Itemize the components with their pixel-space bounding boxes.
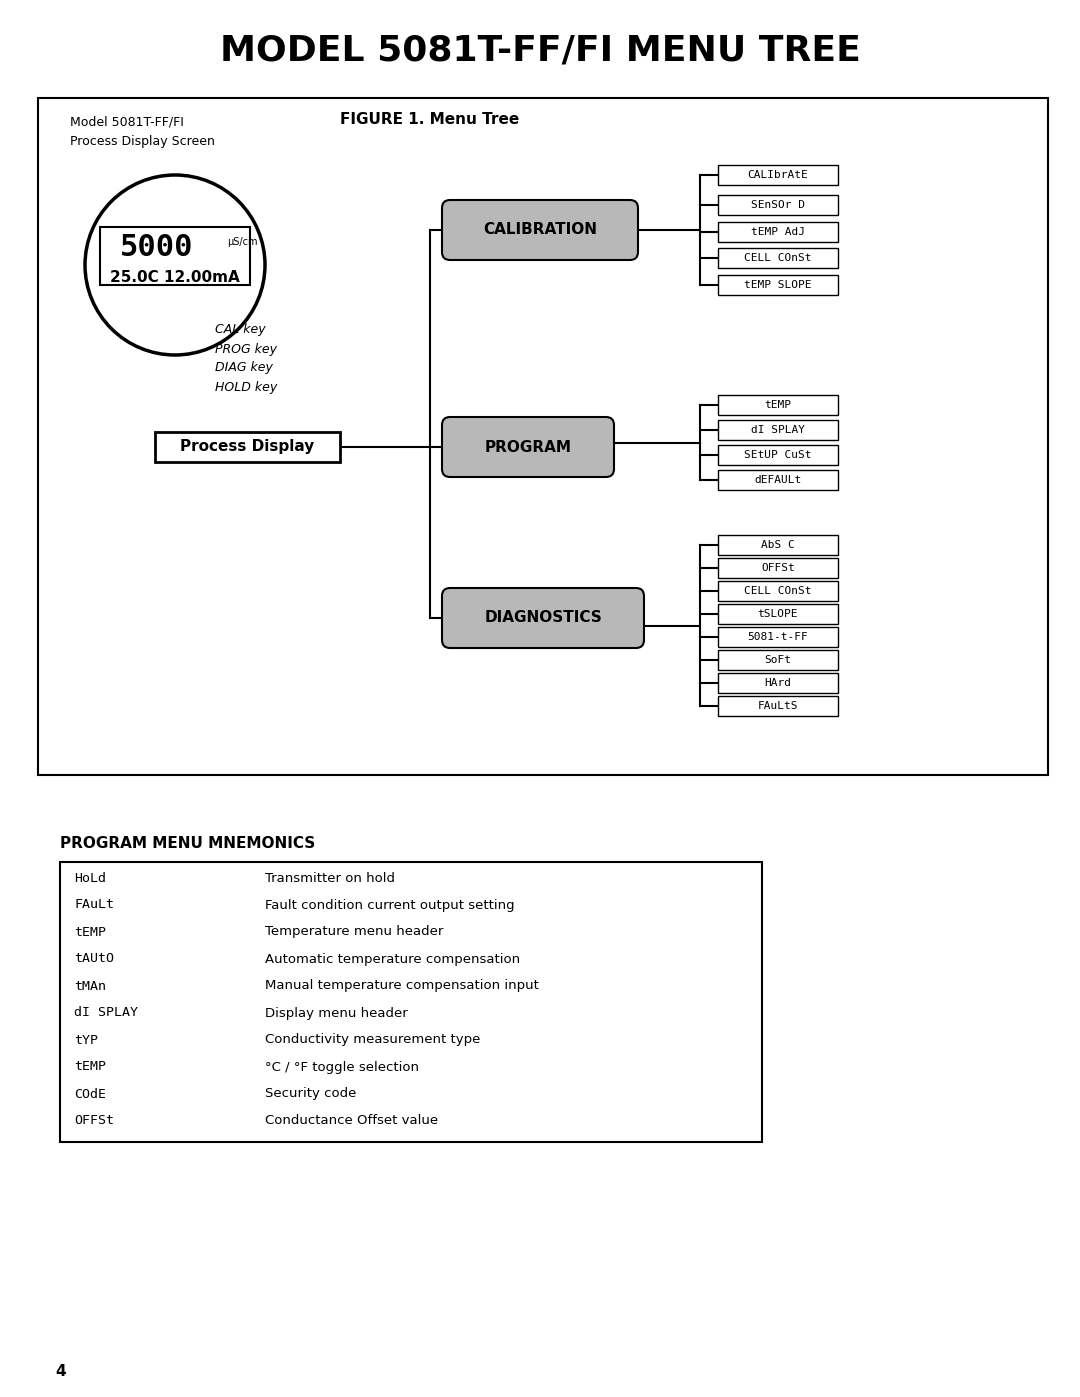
Text: PROGRAM MENU MNEMONICS: PROGRAM MENU MNEMONICS xyxy=(60,835,315,851)
Text: DIAGNOSTICS: DIAGNOSTICS xyxy=(484,610,602,626)
FancyBboxPatch shape xyxy=(718,395,838,415)
Text: Process Display Screen: Process Display Screen xyxy=(70,134,215,148)
Text: Automatic temperature compensation: Automatic temperature compensation xyxy=(265,953,521,965)
Text: Model 5081T-FF/FI: Model 5081T-FF/FI xyxy=(70,116,184,129)
FancyBboxPatch shape xyxy=(100,226,249,285)
Text: Conductivity measurement type: Conductivity measurement type xyxy=(265,1034,481,1046)
Text: Manual temperature compensation input: Manual temperature compensation input xyxy=(265,979,539,992)
Text: DIAG key: DIAG key xyxy=(215,362,273,374)
Text: SEnSOr D: SEnSOr D xyxy=(751,200,805,210)
FancyBboxPatch shape xyxy=(718,275,838,295)
Text: PROG key: PROG key xyxy=(215,342,276,355)
Text: HOLD key: HOLD key xyxy=(215,380,278,394)
Text: Transmitter on hold: Transmitter on hold xyxy=(265,872,395,884)
FancyBboxPatch shape xyxy=(718,222,838,242)
Text: dEFAULt: dEFAULt xyxy=(754,475,801,485)
Text: COdE: COdE xyxy=(75,1087,106,1101)
Text: 4: 4 xyxy=(55,1365,66,1379)
Text: Conductance Offset value: Conductance Offset value xyxy=(265,1115,438,1127)
Text: SEtUP CuSt: SEtUP CuSt xyxy=(744,450,812,460)
FancyBboxPatch shape xyxy=(718,557,838,578)
Text: tSLOPE: tSLOPE xyxy=(758,609,798,619)
Text: tYP: tYP xyxy=(75,1034,98,1046)
FancyBboxPatch shape xyxy=(718,420,838,440)
Text: CELL COnSt: CELL COnSt xyxy=(744,253,812,263)
FancyBboxPatch shape xyxy=(718,673,838,693)
Text: FAuLt: FAuLt xyxy=(75,898,114,911)
Text: PROGRAM: PROGRAM xyxy=(485,440,571,454)
Text: CAL key: CAL key xyxy=(215,324,266,337)
Text: 25.0C 12.00mA: 25.0C 12.00mA xyxy=(110,270,240,285)
Text: OFFSt: OFFSt xyxy=(75,1115,114,1127)
FancyBboxPatch shape xyxy=(442,416,615,476)
Text: tEMP AdJ: tEMP AdJ xyxy=(751,226,805,237)
Text: Fault condition current output setting: Fault condition current output setting xyxy=(265,898,515,911)
Text: CELL COnSt: CELL COnSt xyxy=(744,585,812,597)
Text: dI SPLAY: dI SPLAY xyxy=(75,1006,138,1020)
Text: FIGURE 1. Menu Tree: FIGURE 1. Menu Tree xyxy=(340,113,519,127)
FancyBboxPatch shape xyxy=(718,581,838,601)
FancyBboxPatch shape xyxy=(442,588,644,648)
Text: 5081-t-FF: 5081-t-FF xyxy=(747,631,808,643)
Text: OFFSt: OFFSt xyxy=(761,563,795,573)
Text: Process Display: Process Display xyxy=(180,440,314,454)
FancyBboxPatch shape xyxy=(718,650,838,671)
Text: tEMP: tEMP xyxy=(75,925,106,939)
FancyBboxPatch shape xyxy=(38,98,1048,775)
Text: SoFt: SoFt xyxy=(765,655,792,665)
Text: 5000: 5000 xyxy=(120,232,193,261)
Text: HoLd: HoLd xyxy=(75,872,106,884)
Text: CALIBRATION: CALIBRATION xyxy=(483,222,597,237)
Text: AbS C: AbS C xyxy=(761,541,795,550)
Text: μS/cm: μS/cm xyxy=(227,237,257,247)
Text: tEMP: tEMP xyxy=(75,1060,106,1073)
Text: tEMP: tEMP xyxy=(765,400,792,409)
FancyBboxPatch shape xyxy=(718,249,838,268)
Text: CALIbrAtE: CALIbrAtE xyxy=(747,170,808,180)
Text: Display menu header: Display menu header xyxy=(265,1006,408,1020)
FancyBboxPatch shape xyxy=(718,535,838,555)
FancyBboxPatch shape xyxy=(718,165,838,184)
FancyBboxPatch shape xyxy=(718,604,838,624)
Text: tEMP SLOPE: tEMP SLOPE xyxy=(744,279,812,291)
FancyBboxPatch shape xyxy=(156,432,340,462)
Text: dI SPLAY: dI SPLAY xyxy=(751,425,805,434)
FancyBboxPatch shape xyxy=(718,469,838,490)
Text: HArd: HArd xyxy=(765,678,792,687)
Text: Temperature menu header: Temperature menu header xyxy=(265,925,444,939)
Text: Security code: Security code xyxy=(265,1087,356,1101)
FancyBboxPatch shape xyxy=(60,862,762,1141)
FancyBboxPatch shape xyxy=(718,446,838,465)
Text: FAuLtS: FAuLtS xyxy=(758,701,798,711)
Text: MODEL 5081T-FF/FI MENU TREE: MODEL 5081T-FF/FI MENU TREE xyxy=(219,34,861,67)
Text: tMAn: tMAn xyxy=(75,979,106,992)
Text: °C / °F toggle selection: °C / °F toggle selection xyxy=(265,1060,419,1073)
FancyBboxPatch shape xyxy=(718,696,838,717)
FancyBboxPatch shape xyxy=(718,627,838,647)
FancyBboxPatch shape xyxy=(442,200,638,260)
Text: tAUtO: tAUtO xyxy=(75,953,114,965)
FancyBboxPatch shape xyxy=(718,196,838,215)
